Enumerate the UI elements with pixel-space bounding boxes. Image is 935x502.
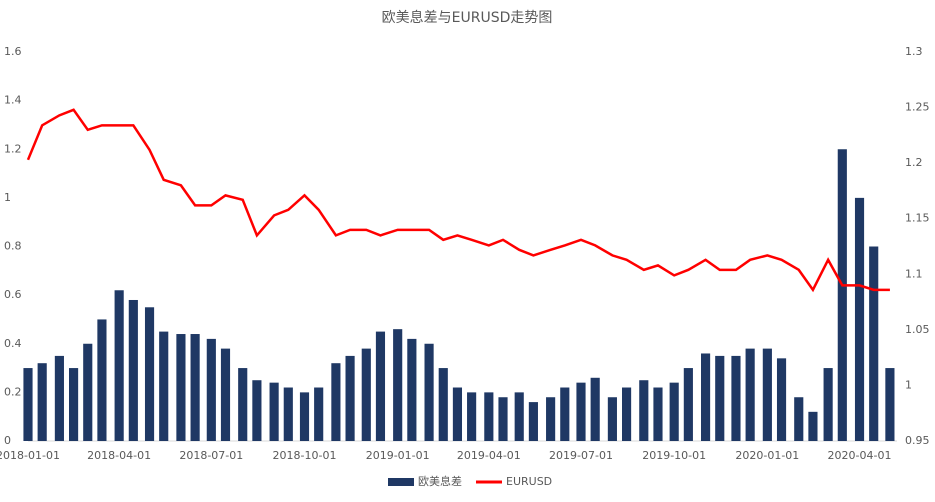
y2-tick-label: 1.2	[905, 156, 923, 169]
x-tick-label: 2019-04-01	[457, 449, 521, 462]
bar	[528, 402, 538, 441]
y2-tick-label: 1	[905, 378, 912, 391]
y-tick-label: 0.4	[4, 337, 22, 350]
bar	[438, 368, 448, 441]
bar	[467, 392, 477, 441]
chart-title: 欧美息差与EURUSD走势图	[382, 9, 553, 26]
bar	[299, 392, 310, 441]
bar	[424, 343, 434, 441]
y2-tick-label: 1.1	[905, 267, 923, 280]
bar	[283, 387, 293, 441]
bar	[715, 355, 725, 441]
y-tick-label: 0	[4, 434, 11, 447]
bar	[144, 307, 155, 441]
bar	[331, 363, 341, 441]
x-tick-label: 2018-10-01	[273, 449, 337, 462]
x-tick-label: 2019-01-01	[366, 449, 430, 462]
bar	[823, 368, 833, 441]
bar	[837, 149, 847, 441]
bar	[776, 358, 787, 441]
bar	[576, 382, 586, 441]
bar	[498, 397, 508, 441]
legend-label: EURUSD	[506, 475, 552, 488]
bar	[375, 331, 386, 441]
bar	[854, 197, 865, 441]
bar	[393, 329, 403, 441]
bar	[238, 368, 248, 441]
bar	[762, 348, 772, 441]
legend-label: 欧美息差	[418, 474, 462, 488]
bar	[683, 368, 693, 441]
x-tick-label: 2020-04-01	[828, 449, 892, 462]
bar	[794, 397, 804, 441]
y2-tick-label: 1.15	[905, 212, 930, 225]
bar	[97, 319, 107, 441]
bar	[639, 380, 649, 441]
bar	[669, 382, 679, 441]
bar	[206, 338, 216, 441]
bar	[607, 397, 617, 441]
bar	[622, 387, 632, 441]
bar	[23, 368, 33, 441]
x-tick-label: 2018-01-01	[0, 449, 60, 462]
y-tick-label: 0.2	[4, 385, 22, 398]
bar	[653, 387, 663, 441]
y-tick-label: 0.8	[4, 240, 22, 253]
bar	[220, 348, 231, 441]
bar	[745, 348, 755, 441]
bar	[514, 392, 524, 441]
bar	[69, 368, 79, 441]
bar	[128, 299, 138, 441]
x-tick-label: 2019-07-01	[549, 449, 613, 462]
bar	[314, 387, 324, 441]
bar	[37, 363, 47, 441]
x-tick-label: 2020-01-01	[735, 449, 799, 462]
y-tick-label: 1.2	[4, 142, 22, 155]
bar	[808, 411, 818, 441]
x-tick-label: 2018-07-01	[179, 449, 243, 462]
bar	[269, 382, 279, 441]
x-tick-label: 2018-04-01	[87, 449, 151, 462]
y2-tick-label: 1.3	[905, 45, 923, 58]
bar	[560, 387, 570, 441]
bar	[83, 343, 93, 441]
bar	[114, 290, 124, 441]
bar	[252, 380, 262, 441]
y-tick-label: 1	[4, 191, 11, 204]
y2-tick-label: 1.25	[905, 101, 930, 114]
bar	[361, 348, 371, 441]
y-tick-label: 1.6	[4, 45, 22, 58]
y2-tick-label: 0.95	[905, 434, 930, 447]
bar	[590, 377, 600, 441]
bar	[885, 368, 895, 441]
bar	[701, 353, 711, 441]
bar	[54, 355, 64, 441]
x-tick-label: 2019-10-01	[642, 449, 706, 462]
bar	[159, 331, 169, 441]
y2-tick-label: 1.05	[905, 323, 930, 336]
bar	[869, 246, 879, 441]
legend-swatch	[388, 478, 414, 486]
bar	[176, 334, 186, 441]
bar	[484, 392, 494, 441]
bar	[452, 387, 463, 441]
y-tick-label: 1.4	[4, 94, 22, 107]
line	[26, 108, 890, 293]
bar	[731, 355, 741, 441]
y-tick-label: 0.6	[4, 288, 22, 301]
bar	[190, 334, 200, 441]
bar	[546, 397, 556, 441]
bar	[407, 338, 417, 441]
bar	[345, 355, 355, 441]
